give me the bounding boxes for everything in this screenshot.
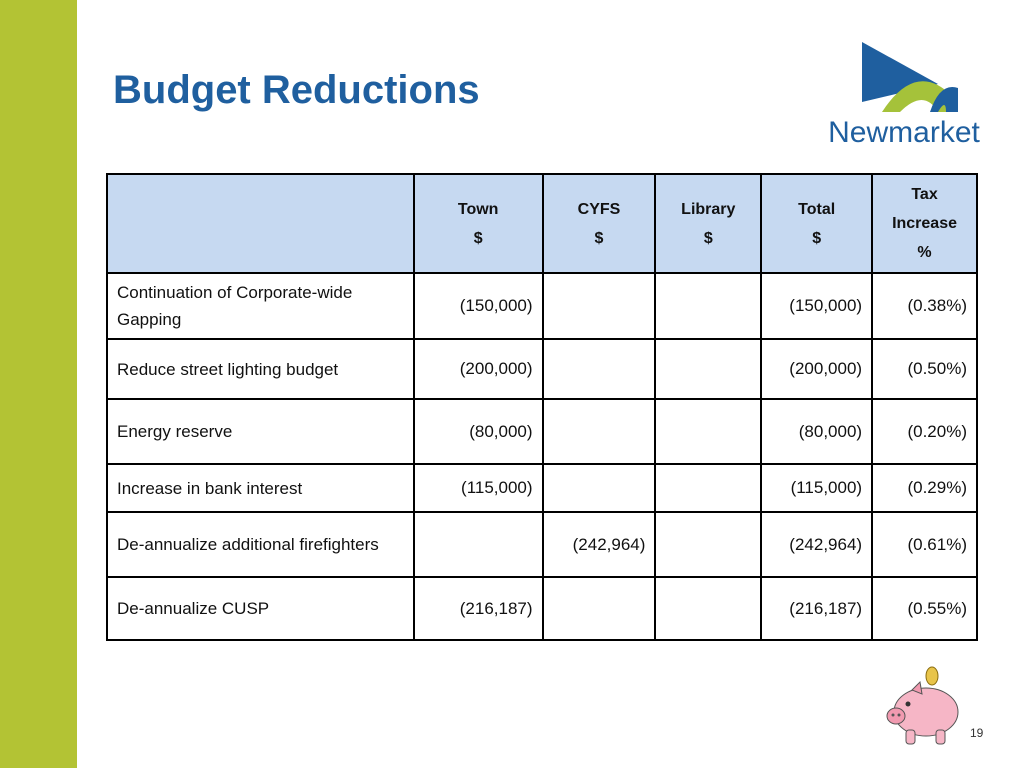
row-label: Increase in bank interest [106, 463, 415, 513]
table-row: Continuation of Corporate-wide Gapping (1… [106, 272, 978, 340]
empty-cell [654, 398, 763, 465]
budget-table: Town $ CYFS $ Library $ Total $ Tax Increase% Con… [106, 173, 978, 641]
row-label: De-annualize CUSP [106, 576, 415, 641]
header-cell: Total $ [760, 173, 874, 274]
side-bar [0, 0, 77, 768]
empty-cell [541, 576, 657, 641]
value-cell: (0.20%) [871, 398, 978, 465]
value-cell: (242,964) [760, 511, 874, 578]
piggy-bank-icon [886, 666, 959, 745]
slide-title: Budget Reductions [113, 68, 480, 112]
header-line: $ [812, 229, 822, 247]
value-cell: (242,964) [541, 511, 657, 578]
value-cell: (0.55%) [871, 576, 978, 641]
value-cell: (216,187) [412, 576, 544, 641]
empty-cell [541, 398, 657, 465]
header-line: $ [473, 229, 483, 247]
header-line: Total [798, 200, 836, 218]
value-cell: (150,000) [760, 272, 874, 340]
logo: Newmarket [828, 42, 981, 149]
value-cell: (80,000) [760, 398, 874, 465]
table-row: Increase in bank interest (115,000) (115,0… [106, 463, 978, 513]
value-cell: (216,187) [760, 576, 874, 641]
value-cell: (0.29%) [871, 463, 978, 513]
empty-cell [654, 338, 763, 400]
header-cell: Town $ [412, 173, 544, 274]
header-line: Tax [911, 186, 938, 203]
table-row: Reduce street lighting budget (200,000) (2… [106, 338, 978, 400]
row-label: Reduce street lighting budget [106, 338, 415, 400]
value-cell: (0.61%) [871, 511, 978, 578]
value-cell: (0.38%) [871, 272, 978, 340]
empty-cell [654, 272, 763, 340]
header-line: $ [703, 229, 713, 247]
header-line: Town [457, 200, 499, 218]
header-cell: CYFS $ [541, 173, 657, 274]
empty-cell [541, 272, 657, 340]
header-row: Town $ CYFS $ Library $ Total $ Tax Increase% [106, 173, 978, 274]
header-cell: Tax Increase% [871, 173, 978, 274]
value-cell: (0.50%) [871, 338, 978, 400]
header-cell: Library $ [654, 173, 763, 274]
header-line: CYFS [577, 200, 621, 218]
empty-cell [541, 338, 657, 400]
empty-cell [412, 511, 544, 578]
empty-cell [654, 511, 763, 578]
row-label: De-annualize additional firefighters [106, 511, 415, 578]
page-number: 19 [970, 726, 984, 740]
value-cell: (115,000) [412, 463, 544, 513]
table-row: De-annualize additional firefighters (242… [106, 511, 978, 578]
empty-cell [654, 463, 763, 513]
empty-cell [541, 463, 657, 513]
header-line: $ [594, 229, 604, 247]
value-cell: (200,000) [412, 338, 544, 400]
row-label: Continuation of Corporate-wide Gapping [106, 272, 415, 340]
value-cell: (200,000) [760, 338, 874, 400]
header-line: Library [681, 200, 736, 218]
logo-text: Newmarket [828, 116, 980, 149]
table-row: Energy reserve (80,000) (80,000) (0.20%) [106, 398, 978, 465]
empty-cell [654, 576, 763, 641]
value-cell: (80,000) [412, 398, 544, 465]
header-line: % [917, 244, 932, 261]
row-label: Energy reserve [106, 398, 415, 465]
value-cell: (115,000) [760, 463, 874, 513]
table-row: De-annualize CUSP (216,187) (216,187) (0.55… [106, 576, 978, 641]
value-cell: (150,000) [412, 272, 544, 340]
header-line: Increase [892, 215, 957, 232]
header-cell [106, 173, 415, 274]
